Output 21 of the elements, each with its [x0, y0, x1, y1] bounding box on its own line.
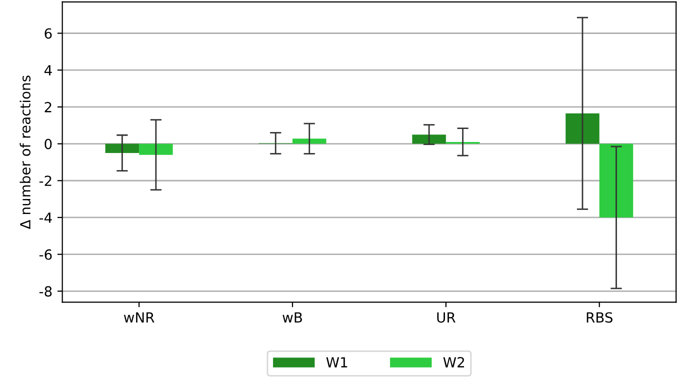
x-tick-label: wNR [124, 312, 154, 322]
x-tick-label: RBS [586, 312, 612, 323]
x-tick-label: wB [282, 312, 302, 322]
bar [139, 144, 173, 155]
x-tick-label: UR [437, 312, 456, 323]
y-tick-label: 6 [44, 28, 52, 39]
y-tick-label: -8 [39, 286, 52, 297]
bar [105, 144, 140, 153]
y-tick-label: 0 [44, 138, 52, 150]
bar [599, 144, 634, 218]
legend-label: W2 [443, 357, 464, 368]
bar [566, 113, 600, 144]
y-tick-label: 2 [44, 102, 52, 112]
legend-label: W1 [326, 357, 348, 368]
y-tick-label: -2 [39, 176, 52, 186]
bar [412, 134, 446, 144]
y-tick-label: 4 [44, 65, 52, 76]
y-tick-label: -4 [39, 212, 52, 223]
y-tick-label: -6 [39, 249, 52, 260]
bar [292, 138, 326, 144]
y-axis-title: Δ number of reactions [20, 76, 31, 230]
